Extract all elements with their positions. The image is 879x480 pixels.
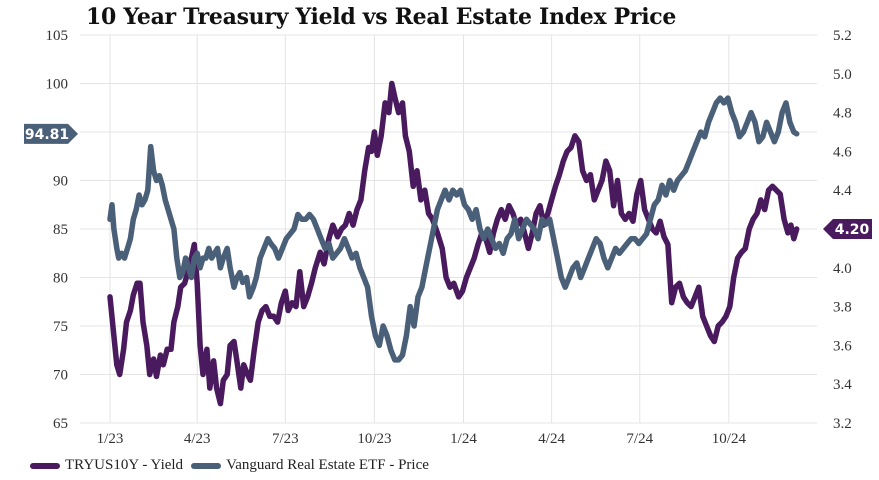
yield-last-value-text: 4.20 <box>835 222 870 238</box>
legend-swatch-etf <box>191 462 222 469</box>
grid-lines <box>80 34 817 424</box>
x-tick-label: 7/23 <box>272 431 299 447</box>
y-left-tick-label: 85 <box>53 222 68 238</box>
x-tick-label: 10/23 <box>357 431 391 447</box>
x-tick-label: 10/24 <box>712 431 747 447</box>
y-right-tick-label: 5.2 <box>833 28 852 44</box>
y-right-tick-label: 4.0 <box>833 261 852 277</box>
series-lines <box>107 80 800 407</box>
y-right-tick-label: 5.0 <box>833 67 852 83</box>
legend: TRYUS10Y - Yield Vanguard Real Estate ET… <box>30 457 437 474</box>
legend-item-etf[interactable]: Vanguard Real Estate ETF - Price <box>191 457 429 474</box>
y-left-tick-label: 75 <box>53 319 68 335</box>
x-tick-label: 1/24 <box>450 431 477 447</box>
last-value-labels: 4.20 94.81 <box>24 123 872 239</box>
x-tick-label: 7/24 <box>626 431 653 447</box>
legend-label-yield: TRYUS10Y - Yield <box>65 457 184 473</box>
legend-swatch-yield <box>30 462 60 469</box>
y-right-tick-label: 4.4 <box>833 183 852 199</box>
series-line-yield[interactable] <box>107 80 800 407</box>
y-right-tick-label: 3.6 <box>833 338 852 354</box>
chart-title: 10 Year Treasury Yield vs Real Estate In… <box>86 4 677 30</box>
yield-last-value-badge <box>823 219 872 239</box>
legend-item-yield[interactable]: TRYUS10Y - Yield <box>30 457 183 474</box>
series-line-etf[interactable] <box>107 95 800 363</box>
x-tick-label: 1/23 <box>97 431 124 447</box>
y-right-tick-label: 4.6 <box>833 144 852 160</box>
etf-last-value-text: 94.81 <box>25 127 69 143</box>
etf-last-value-badge <box>24 123 78 144</box>
x-tick-label: 4/23 <box>184 431 211 447</box>
y-right-tick-label: 3.8 <box>833 300 852 316</box>
y-left-tick-label: 65 <box>53 416 68 432</box>
y-axis-left: 65707580859095100105 <box>46 28 69 432</box>
y-left-tick-label: 70 <box>53 368 68 384</box>
y-left-tick-label: 100 <box>46 77 69 93</box>
y-right-tick-label: 3.4 <box>833 377 852 393</box>
legend-label-etf: Vanguard Real Estate ETF - Price <box>226 457 429 473</box>
x-axis-ticks: 1/23 4/23 7/23 10/23 1/24 4/24 7/24 10/24 <box>97 431 747 447</box>
y-right-tick-label: 4.8 <box>833 106 852 122</box>
y-right-tick-label: 3.2 <box>833 416 852 432</box>
x-tick-label: 4/24 <box>538 431 565 447</box>
y-left-tick-label: 105 <box>46 28 69 44</box>
y-left-tick-label: 90 <box>53 174 68 190</box>
y-left-tick-label: 80 <box>53 271 68 287</box>
